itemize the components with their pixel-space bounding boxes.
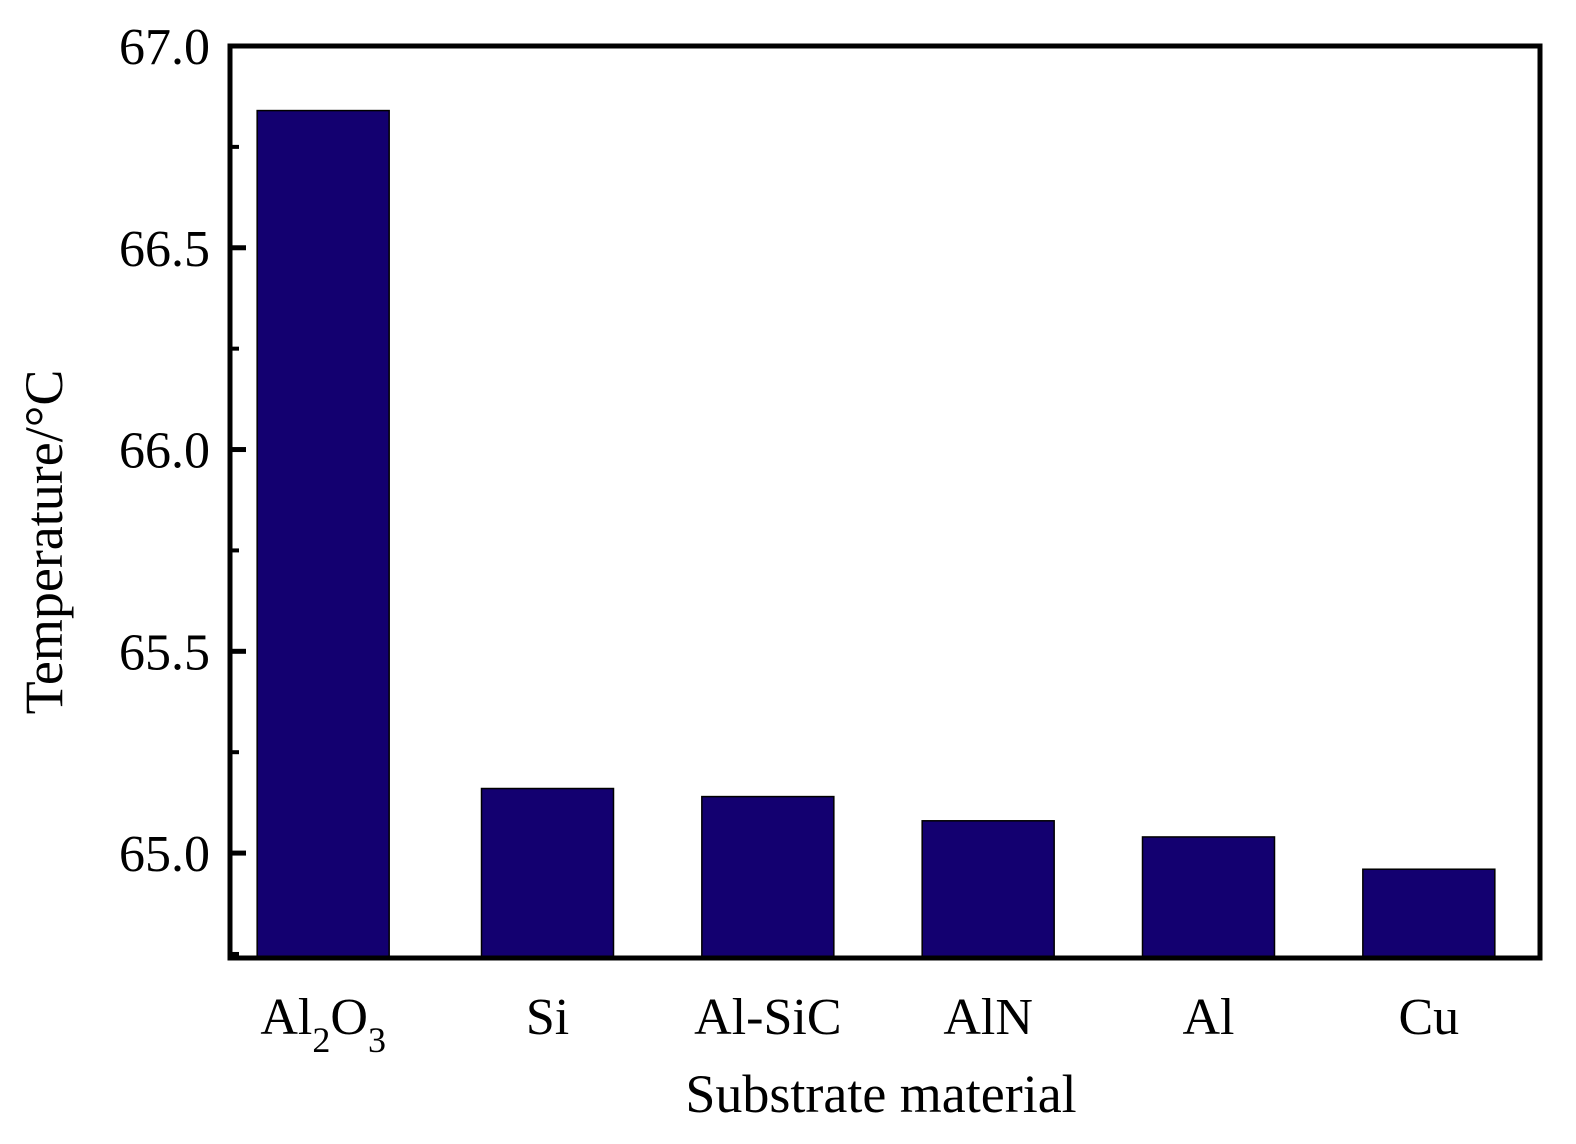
y-tick-label: 65.5 bbox=[119, 624, 210, 681]
y-tick-label: 66.0 bbox=[119, 423, 210, 480]
bar-al bbox=[1141, 836, 1276, 959]
bar-al-sic bbox=[701, 795, 835, 959]
x-category-label: Si bbox=[526, 989, 569, 1046]
bars-group bbox=[256, 109, 1496, 959]
y-tick-label: 67.0 bbox=[119, 19, 210, 76]
bar-si bbox=[480, 787, 615, 959]
plot-frame bbox=[227, 43, 1543, 961]
bar-cu bbox=[1362, 868, 1496, 959]
x-category-label: AlN bbox=[943, 989, 1033, 1046]
y-axis-title: Temperature/°C bbox=[14, 370, 74, 715]
y-tick-label: 66.5 bbox=[119, 221, 210, 278]
bar-aln bbox=[921, 820, 1055, 959]
x-axis-title: Substrate material bbox=[685, 1064, 1076, 1124]
x-category-label: Al2O3 bbox=[260, 989, 386, 1060]
bar-al2o3 bbox=[256, 109, 390, 959]
x-axis-category-labels: Al2O3 Si Al-SiC AlN Al Cu bbox=[260, 989, 1459, 1060]
x-category-label: Al bbox=[1183, 989, 1235, 1046]
x-category-label: Al-SiC bbox=[694, 989, 841, 1046]
x-category-label: Cu bbox=[1398, 989, 1459, 1046]
y-axis-ticks: 65.0 65.5 66.0 66.5 67.0 bbox=[119, 19, 246, 956]
y-tick-label: 65.0 bbox=[119, 826, 210, 883]
